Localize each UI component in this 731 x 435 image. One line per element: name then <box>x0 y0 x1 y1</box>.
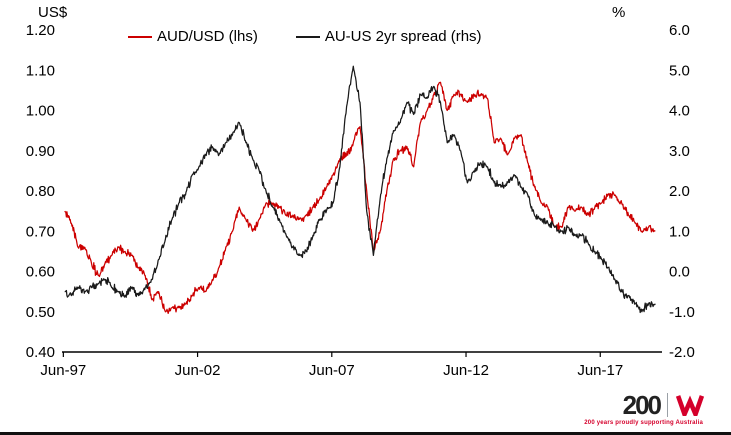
right-axis-tick-label: 4.0 <box>669 103 690 120</box>
legend-line-swatch-red <box>128 35 152 38</box>
left-axis-unit-label: US$ <box>38 4 68 21</box>
left-axis-tick-label: 0.90 <box>26 143 55 160</box>
westpac-w-icon <box>675 395 705 416</box>
chart-plot: 1.20 1.10 1.00 0.90 0.80 0.70 0.60 0.50 0.40 6.0 5… <box>26 22 695 379</box>
logo-divider <box>667 393 668 417</box>
series-line-aud-usd <box>64 81 656 315</box>
left-axis-tick-label: 0.60 <box>26 264 55 281</box>
legend-item-spread: AU-US 2yr spread (rhs) <box>295 28 482 45</box>
legend-label-aud-usd: AUD/USD (lhs) <box>157 28 258 45</box>
right-axis-tick-label: 1.0 <box>669 223 690 240</box>
legend-line-swatch-black <box>295 35 320 38</box>
right-axis-tick-label: -2.0 <box>669 344 695 361</box>
left-axis-tick-label: 1.20 <box>26 22 55 39</box>
legend-label-spread: AU-US 2yr spread (rhs) <box>324 28 482 45</box>
brand-tagline: 200 years proudly supporting Australia <box>584 420 703 426</box>
x-axis-tick-label: Jun-97 <box>40 362 86 379</box>
left-axis-tick-label: 1.10 <box>26 62 55 79</box>
left-axis-tick-label: 0.80 <box>26 183 55 200</box>
legend-item-aud-usd: AUD/USD (lhs) <box>128 28 258 45</box>
right-axis-tick-label: 0.0 <box>669 264 690 281</box>
right-axis-tick-label: 3.0 <box>669 143 690 160</box>
right-axis-tick-label: -1.0 <box>669 304 695 321</box>
right-axis-tick-label: 6.0 <box>669 22 690 39</box>
right-axis-tick-label: 2.0 <box>669 183 690 200</box>
x-axis-tick-label: Jun-07 <box>309 362 355 379</box>
left-axis-tick-label: 0.40 <box>26 344 55 361</box>
left-axis-tick-label: 0.50 <box>26 304 55 321</box>
right-axis-tick-label: 5.0 <box>669 62 690 79</box>
logo-200-text: 200 <box>622 390 662 420</box>
right-axis-unit-label: % <box>612 4 626 21</box>
x-axis-tick-label: Jun-12 <box>443 362 489 379</box>
chart-legend: AUD/USD (lhs) AU-US 2yr spread (rhs) <box>128 28 482 45</box>
westpac-200-logo: 200 <box>623 392 705 418</box>
series-line-spread <box>64 65 656 314</box>
left-axis-tick-label: 0.70 <box>26 223 55 240</box>
x-axis-tick-label: Jun-17 <box>577 362 623 379</box>
x-axis-tick-label: Jun-02 <box>175 362 221 379</box>
left-axis-tick-label: 1.00 <box>26 103 55 120</box>
footer-bar <box>0 432 731 435</box>
